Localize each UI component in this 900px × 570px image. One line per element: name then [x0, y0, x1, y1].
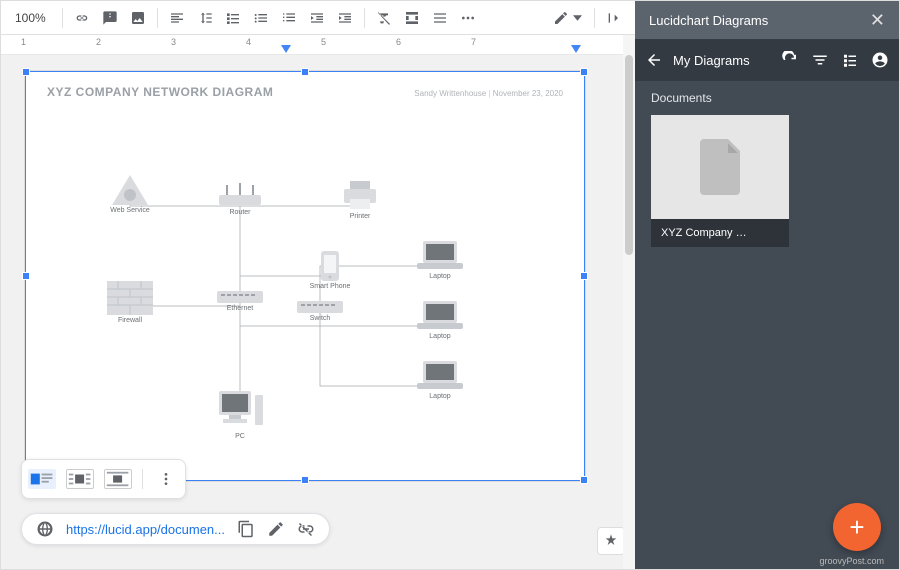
panel-subheader: My Diagrams	[635, 39, 899, 81]
explore-button[interactable]	[597, 527, 625, 555]
separator	[157, 8, 158, 28]
wrap-text-option[interactable]	[66, 469, 94, 489]
zoom-value: 100%	[15, 11, 46, 25]
node-printer: Printer	[330, 181, 390, 220]
align-button[interactable]	[164, 5, 190, 31]
panel-section-label: Documents	[635, 81, 899, 115]
clear-format-button[interactable]	[371, 5, 397, 31]
horizontal-ruler[interactable]: 1 2 3 4 5 6 7	[1, 35, 635, 55]
checklist-button[interactable]	[220, 5, 246, 31]
embedded-diagram[interactable]: XYZ COMPANY NETWORK DIAGRAM Sandy Writte…	[25, 71, 585, 481]
document-canvas[interactable]: XYZ COMPANY NETWORK DIAGRAM Sandy Writte…	[1, 55, 635, 569]
editing-mode-dropdown[interactable]	[547, 10, 588, 26]
sort-icon[interactable]	[811, 51, 829, 69]
diagram-header: XYZ COMPANY NETWORK DIAGRAM Sandy Writte…	[25, 71, 585, 107]
zoom-dropdown[interactable]: 100%	[9, 11, 56, 25]
diagram-date: November 23, 2020	[488, 89, 563, 98]
node-webservice: Web Service	[100, 175, 160, 214]
main-toolbar: 100%	[1, 1, 635, 35]
border-button[interactable]	[399, 5, 425, 31]
ruler-mark: 1	[21, 37, 26, 47]
new-diagram-fab[interactable]: +	[833, 503, 881, 551]
border-style-button[interactable]	[427, 5, 453, 31]
node-pc: PC	[210, 391, 270, 440]
node-smartphone: Smart Phone	[300, 251, 360, 290]
add-comment-button[interactable]	[97, 5, 123, 31]
unlink-icon[interactable]	[297, 520, 315, 538]
ruler-mark: 7	[471, 37, 476, 47]
insert-link-button[interactable]	[69, 5, 95, 31]
wrap-inline-option[interactable]	[28, 469, 56, 489]
thumbnail-label: XYZ Company …	[651, 219, 789, 247]
panel-title: Lucidchart Diagrams	[649, 13, 768, 28]
thumbnail-preview	[651, 115, 789, 219]
image-wrap-options	[21, 459, 186, 499]
node-switch: Switch	[290, 301, 350, 322]
more-button[interactable]	[455, 5, 481, 31]
image-options-menu[interactable]	[153, 466, 179, 492]
separator	[142, 469, 143, 489]
edit-link-icon[interactable]	[267, 520, 285, 538]
collapse-panel-button[interactable]	[601, 5, 627, 31]
numbered-list-button[interactable]	[276, 5, 302, 31]
node-laptop2: Laptop	[410, 301, 470, 340]
close-panel-button[interactable]: ✕	[870, 10, 885, 31]
refresh-icon[interactable]	[781, 51, 799, 69]
diagram-author: Sandy Writtenhouse	[414, 89, 486, 98]
editor-area: 100%	[1, 1, 635, 569]
ruler-mark: 4	[246, 37, 251, 47]
node-firewall: Firewall	[100, 281, 160, 324]
account-icon[interactable]	[871, 51, 889, 69]
scrollbar-thumb[interactable]	[625, 55, 633, 255]
lucidchart-panel: Lucidchart Diagrams ✕ My Diagrams Docume…	[635, 1, 899, 569]
ruler-indent-marker-right[interactable]	[571, 45, 581, 53]
copy-link-icon[interactable]	[237, 520, 255, 538]
vertical-scrollbar[interactable]	[623, 35, 635, 569]
node-laptop3: Laptop	[410, 361, 470, 400]
diagram-thumbnail-card[interactable]: XYZ Company …	[651, 115, 789, 247]
wrap-break-option[interactable]	[104, 469, 132, 489]
insert-image-button[interactable]	[125, 5, 151, 31]
globe-icon	[36, 520, 54, 538]
back-icon[interactable]	[645, 51, 663, 69]
indent-button[interactable]	[332, 5, 358, 31]
network-diagram: Web Service Router Printer Firewall Smart Ph…	[25, 121, 585, 481]
node-laptop1: Laptop	[410, 241, 470, 280]
panel-header: Lucidchart Diagrams ✕	[635, 1, 899, 39]
diagram-title: XYZ COMPANY NETWORK DIAGRAM	[47, 85, 273, 99]
separator	[594, 8, 595, 28]
watermark-text: groovyPost.com	[819, 556, 884, 566]
link-chip: https://lucid.app/documen...	[21, 513, 330, 545]
ruler-indent-marker-left[interactable]	[281, 45, 291, 53]
line-spacing-button[interactable]	[192, 5, 218, 31]
panel-breadcrumb[interactable]: My Diagrams	[673, 53, 750, 68]
bullet-list-button[interactable]	[248, 5, 274, 31]
diagram-meta: Sandy Writtenhouse November 23, 2020	[414, 89, 563, 98]
ruler-mark: 3	[171, 37, 176, 47]
ruler-mark: 6	[396, 37, 401, 47]
outdent-button[interactable]	[304, 5, 330, 31]
ruler-mark: 5	[321, 37, 326, 47]
node-ethernet: Ethernet	[210, 291, 270, 312]
ruler-mark: 2	[96, 37, 101, 47]
separator	[62, 8, 63, 28]
node-router: Router	[210, 181, 270, 216]
list-view-icon[interactable]	[841, 51, 859, 69]
separator	[364, 8, 365, 28]
diagram-source-link[interactable]: https://lucid.app/documen...	[66, 522, 225, 537]
